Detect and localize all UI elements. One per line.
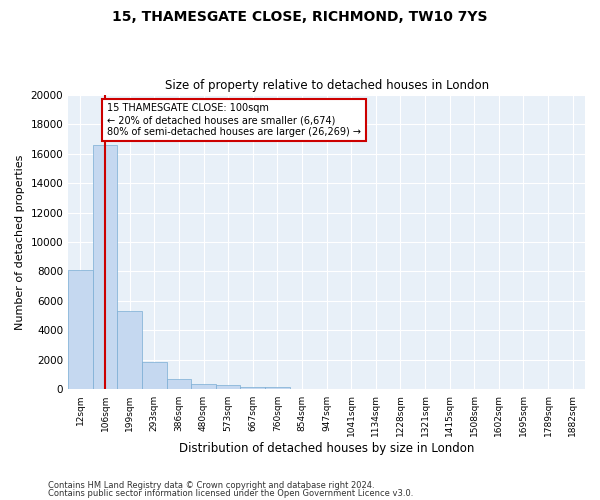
Text: Contains public sector information licensed under the Open Government Licence v3: Contains public sector information licen… bbox=[48, 489, 413, 498]
Bar bbox=[241, 386, 265, 390]
Y-axis label: Number of detached properties: Number of detached properties bbox=[15, 154, 25, 330]
Bar bbox=[142, 362, 167, 390]
Bar bbox=[290, 388, 314, 390]
Bar bbox=[68, 270, 93, 390]
Text: 15 THAMESGATE CLOSE: 100sqm
← 20% of detached houses are smaller (6,674)
80% of : 15 THAMESGATE CLOSE: 100sqm ← 20% of det… bbox=[107, 104, 361, 136]
Bar bbox=[167, 379, 191, 390]
Title: Size of property relative to detached houses in London: Size of property relative to detached ho… bbox=[164, 79, 488, 92]
X-axis label: Distribution of detached houses by size in London: Distribution of detached houses by size … bbox=[179, 442, 474, 455]
Bar bbox=[93, 144, 118, 390]
Bar bbox=[191, 384, 216, 390]
Text: Contains HM Land Registry data © Crown copyright and database right 2024.: Contains HM Land Registry data © Crown c… bbox=[48, 480, 374, 490]
Text: 15, THAMESGATE CLOSE, RICHMOND, TW10 7YS: 15, THAMESGATE CLOSE, RICHMOND, TW10 7YS bbox=[112, 10, 488, 24]
Bar bbox=[118, 312, 142, 390]
Bar bbox=[216, 386, 241, 390]
Bar bbox=[265, 387, 290, 390]
